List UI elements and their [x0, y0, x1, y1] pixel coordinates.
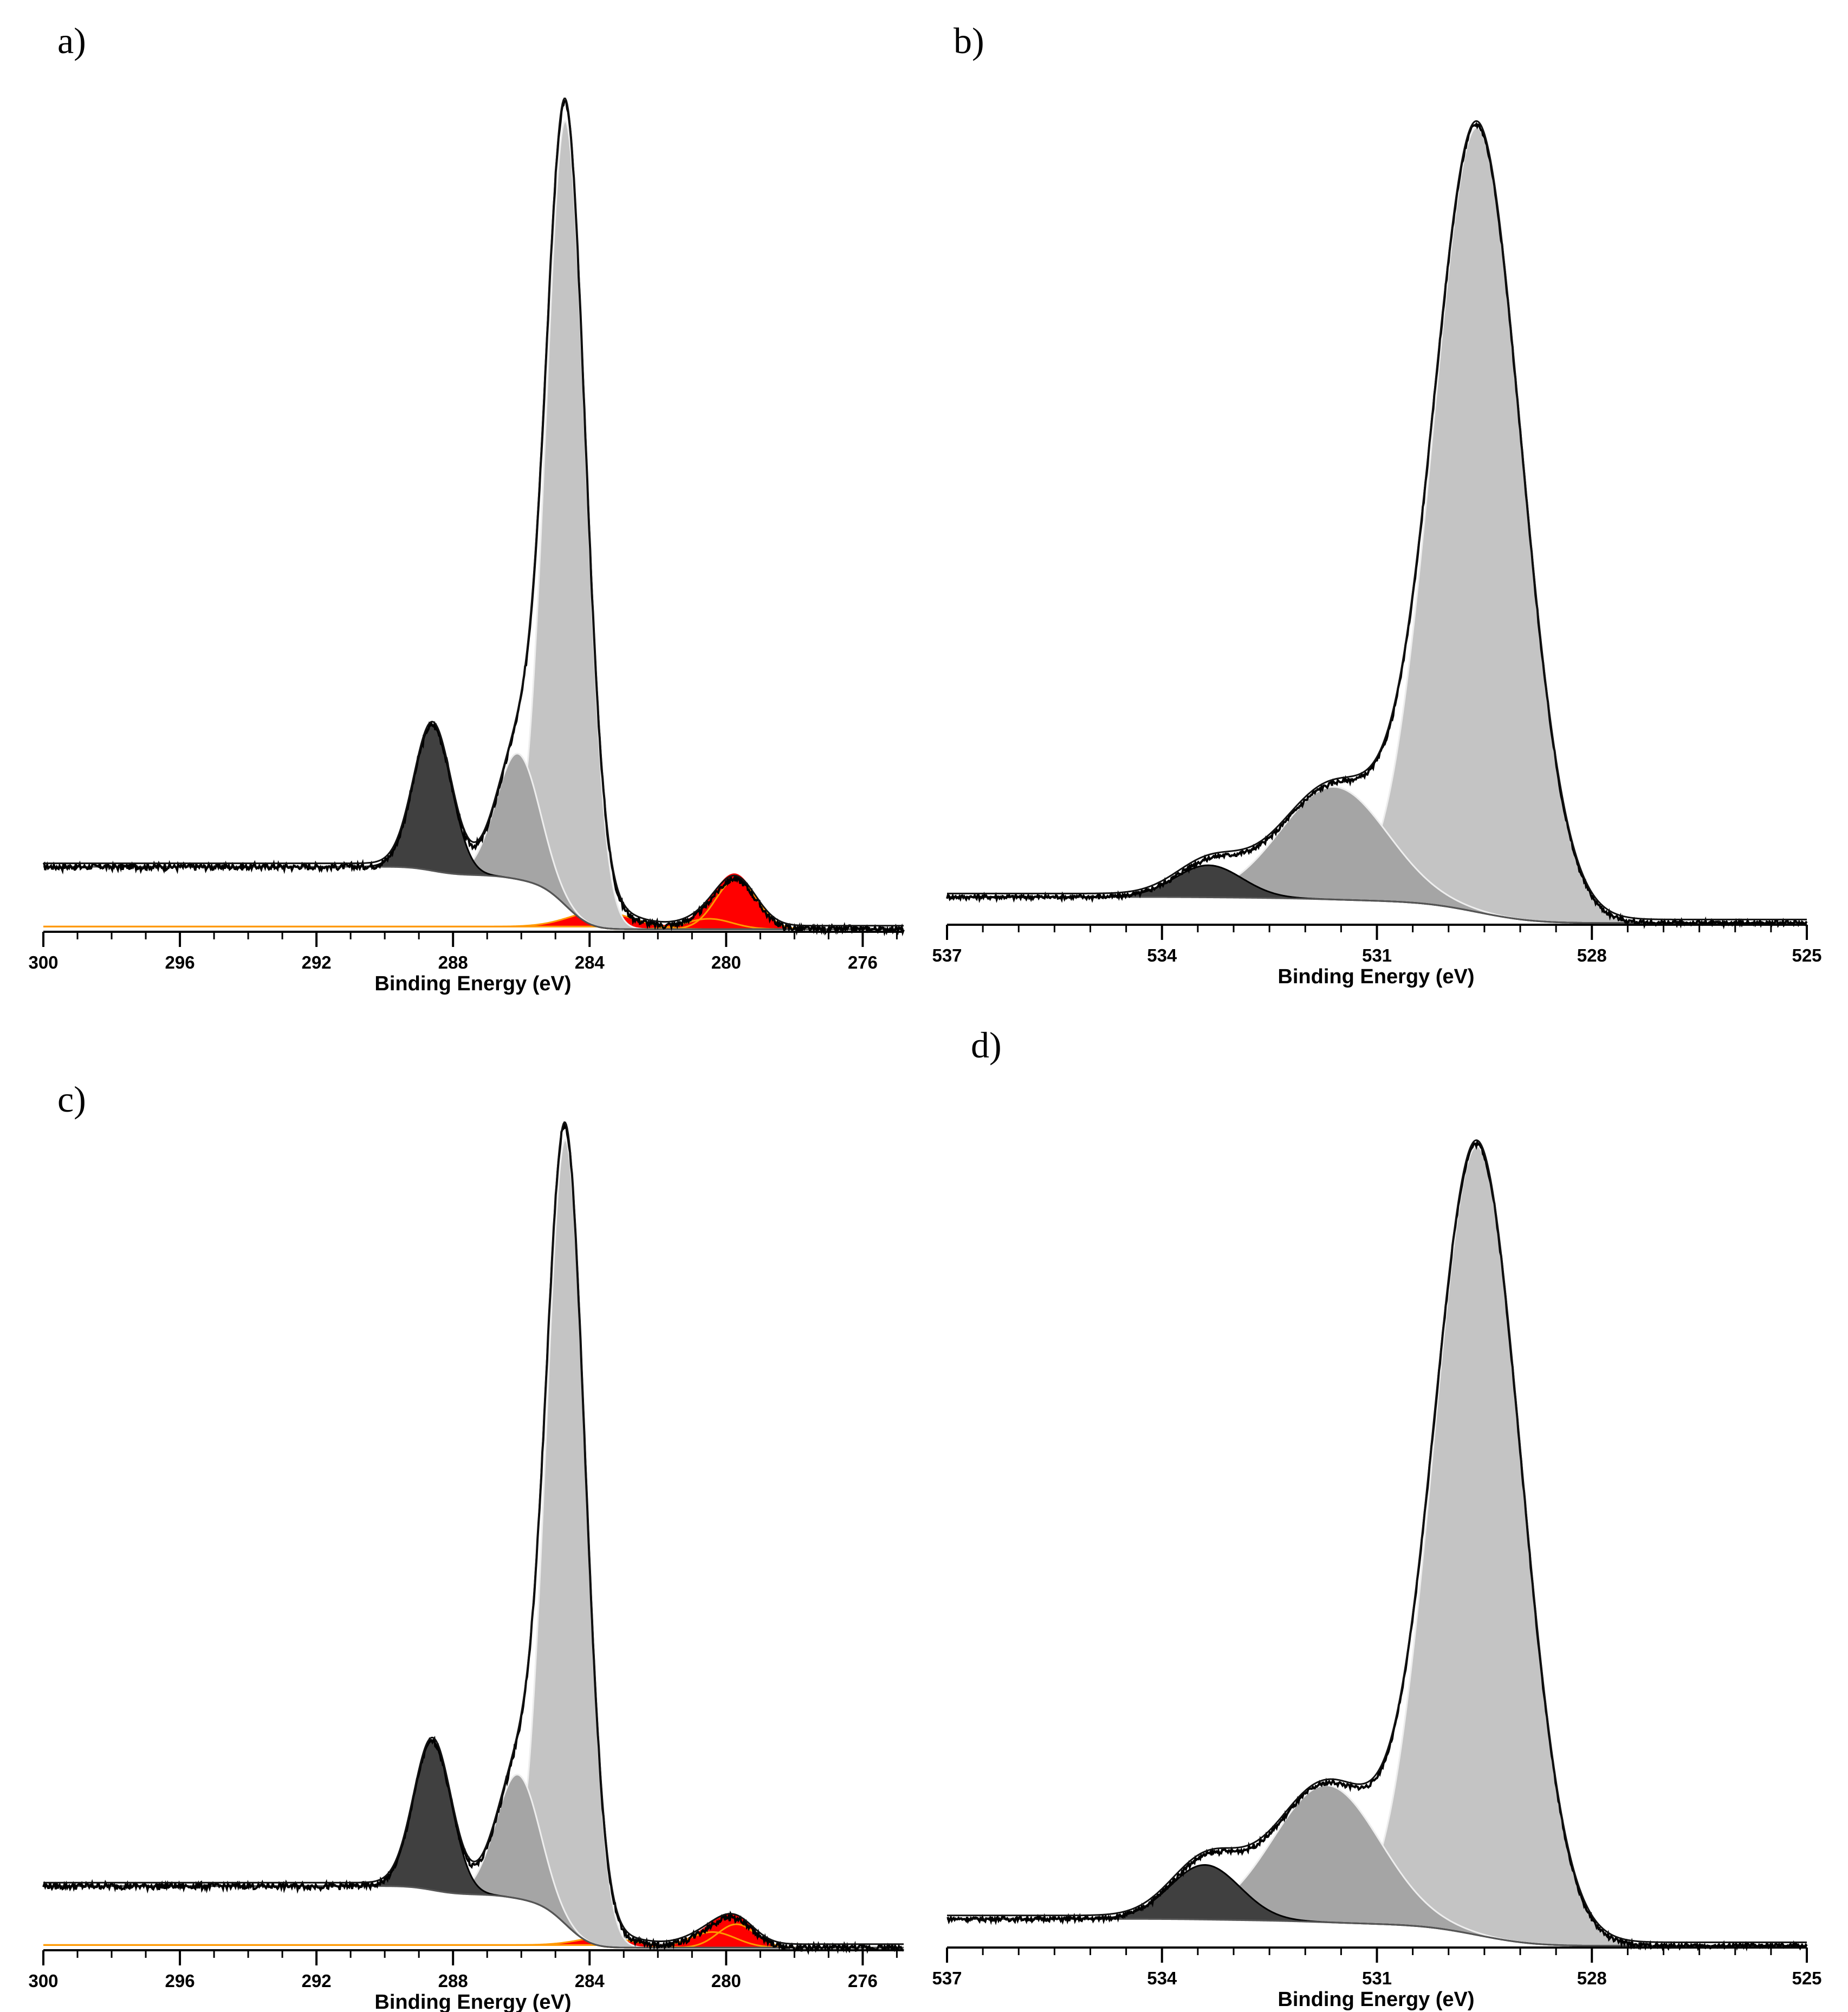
x-tick-label: 280 — [711, 952, 741, 972]
panel-label-d: d) — [971, 1024, 1002, 1066]
panel-b: b) 537 534 531 528 525 Binding Energy (eV) — [932, 20, 1821, 988]
x-axis-label-c: Binding Energy (eV) — [374, 1991, 571, 2012]
fit-envelope-line — [43, 98, 904, 927]
x-tick-label: 525 — [1792, 1968, 1821, 1988]
x-tick-label: 284 — [575, 1971, 605, 1991]
fit-envelope-line — [947, 1139, 1807, 1943]
fit-envelope-line — [947, 120, 1807, 920]
x-axis-label-d: Binding Energy (eV) — [1278, 1988, 1474, 2011]
panel-label-c: c) — [57, 1079, 86, 1120]
plot-area-b: 537 534 531 528 525 — [932, 120, 1822, 965]
panel-d: d) 537 534 531 528 525 Binding Energy (eV) — [932, 1024, 1821, 2011]
measured-spectrum-line — [946, 121, 1808, 930]
x-tick-label: 537 — [932, 1968, 962, 1988]
x-tick-label: 284 — [575, 952, 605, 972]
x-tick-label: 288 — [438, 1971, 468, 1991]
x-tick-label: 280 — [711, 1971, 741, 1991]
plot-area-d: 537 534 531 528 525 — [932, 1139, 1822, 1988]
measured-spectrum-line — [42, 99, 905, 937]
x-axis-label-b: Binding Energy (eV) — [1278, 965, 1474, 988]
x-tick-label: 525 — [1792, 945, 1821, 965]
x-tick-label: 531 — [1362, 945, 1392, 965]
plot-area-a: 300 296 292 288 284 280 276 — [28, 98, 905, 972]
x-tick-label: 296 — [165, 952, 195, 972]
x-tick-label: 276 — [848, 952, 878, 972]
panel-label-b: b) — [954, 20, 984, 61]
panel-a: a) 300 296 292 288 284 280 276 Binding Energy … — [28, 20, 905, 995]
measured-spectrum-line — [42, 1121, 905, 1955]
component-peak-fill — [947, 1785, 1807, 1946]
x-tick-label: 300 — [28, 952, 58, 972]
low-be-component-fill — [43, 873, 904, 930]
panel-label-a: a) — [57, 20, 86, 61]
fit-envelope-line — [43, 1121, 904, 1945]
x-tick-label: 296 — [165, 1971, 195, 1991]
component-peak-fill — [947, 787, 1807, 923]
x-tick-label: 292 — [302, 1971, 332, 1991]
x-tick-label: 288 — [438, 952, 468, 972]
measured-spectrum-line — [946, 1139, 1808, 1952]
x-tick-label: 534 — [1147, 945, 1177, 965]
x-axis-label-a: Binding Energy (eV) — [374, 972, 571, 995]
x-tick-label: 528 — [1577, 945, 1607, 965]
x-tick-label: 531 — [1362, 1968, 1392, 1988]
x-tick-label: 534 — [1147, 1968, 1177, 1988]
plot-area-c: 300 296 292 288 284 280 276 — [28, 1121, 905, 1991]
x-tick-label: 528 — [1577, 1968, 1607, 1988]
x-tick-label: 276 — [848, 1971, 878, 1991]
panel-c: c) 300 296 292 288 284 280 276 Binding Energy … — [28, 1079, 905, 2012]
x-tick-label: 300 — [28, 1971, 58, 1991]
x-tick-label: 537 — [932, 945, 962, 965]
x-tick-label: 292 — [302, 952, 332, 972]
